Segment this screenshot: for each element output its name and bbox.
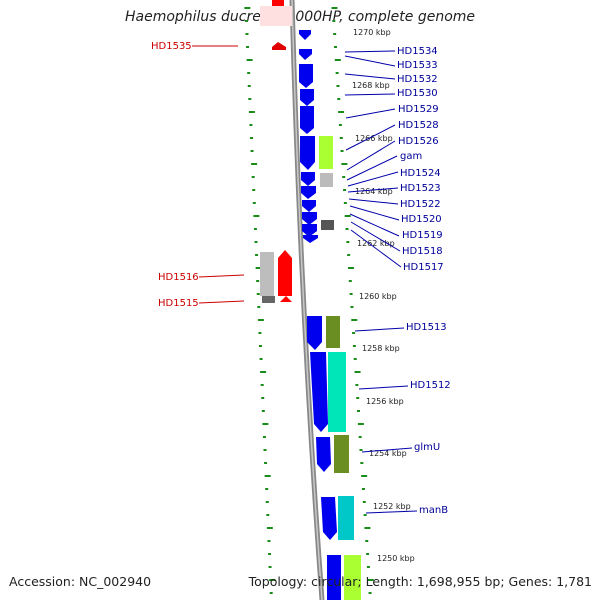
leader-line (349, 205, 400, 221)
gene-hd1524[interactable] (301, 172, 315, 186)
tick-label: 1252 kbp (373, 502, 411, 511)
tick-label: 1254 kbp (369, 449, 407, 458)
gene-hd1534[interactable] (299, 30, 311, 40)
right-gene-labels: HD1534 HD1533 HD1532 HD1530 HD1529 HD152… (397, 46, 451, 516)
gene-hd1515-grey[interactable] (262, 296, 275, 303)
genome-stats-text: Topology: circular; Length: 1,698,955 bp… (248, 574, 592, 589)
leader-line (347, 171, 399, 187)
forward-strand-genes (260, 0, 292, 303)
leader-line (354, 327, 405, 332)
leader-line (349, 213, 400, 237)
leader-line (198, 300, 245, 304)
gene-hd1516-grey[interactable] (260, 252, 274, 296)
gene-label-hd1526[interactable]: HD1526 (398, 136, 439, 147)
leader-line (345, 108, 396, 119)
gene-label-hd1519[interactable]: HD1519 (402, 230, 443, 241)
tick-label: 1256 kbp (366, 397, 404, 406)
gene-label-hd1512[interactable]: HD1512 (410, 380, 451, 391)
gene-hd1513-blue[interactable] (307, 316, 322, 350)
gene-hd1522[interactable] (302, 200, 316, 212)
map-title: Haemophilus ducreyi 35000HP, complete ge… (124, 9, 476, 25)
gene-label-hd1518[interactable]: HD1518 (402, 246, 443, 257)
genome-backbone-highlight (291, 0, 323, 600)
tick-label: 1262 kbp (357, 239, 395, 248)
leader-line (358, 385, 409, 390)
gene-label-hd1520[interactable]: HD1520 (401, 214, 442, 225)
leader-line (346, 140, 396, 171)
gene-top-ghost[interactable] (260, 6, 292, 26)
scale-tick-labels: 1270 kbp 1268 kbp 1266 kbp 1264 kbp 1262… (352, 28, 415, 563)
right-leader-lines (344, 50, 418, 514)
gene-hd1512-blue[interactable] (310, 352, 328, 432)
gene-hd1523[interactable] (301, 186, 316, 199)
gene-glmu-blue[interactable] (316, 437, 331, 472)
gene-hd1526[interactable] (319, 136, 333, 169)
tick-label: 1260 kbp (359, 292, 397, 301)
reverse-strand-genes (299, 30, 361, 600)
left-gene-labels (192, 45, 245, 304)
gene-hd1528[interactable] (300, 136, 315, 170)
leader-line (346, 155, 398, 181)
gene-label-gam[interactable]: gam (400, 151, 422, 162)
gene-label-hd1516[interactable]: HD1516 (158, 272, 199, 283)
tick-label: 1268 kbp (352, 81, 390, 90)
leader-line (350, 229, 402, 268)
leader-line (350, 221, 401, 252)
gene-label-hd1528[interactable]: HD1528 (398, 120, 439, 131)
gene-hd1513[interactable] (326, 316, 340, 348)
gene-hd1535[interactable] (272, 42, 286, 50)
leader-line (344, 73, 396, 80)
gene-hd1532[interactable] (299, 64, 313, 88)
gene-bottom-blue[interactable] (327, 555, 341, 600)
leader-line (347, 187, 399, 193)
gene-hd1520[interactable] (302, 212, 317, 225)
leader-line (365, 510, 418, 514)
leader-line (344, 93, 396, 96)
gene-glmu[interactable] (334, 435, 349, 473)
gene-label-hd1535[interactable]: HD1535 (151, 41, 192, 52)
gene-label-hd1517[interactable]: HD1517 (403, 262, 444, 273)
leader-line (348, 198, 399, 205)
accession-text: Accession: NC_002940 (9, 574, 152, 589)
gene-label-hd1515[interactable]: HD1515 (158, 298, 199, 309)
tick-label: 1264 kbp (355, 187, 393, 196)
leader-line (344, 55, 396, 67)
gene-hd1515[interactable] (280, 296, 292, 302)
gene-hd1517[interactable] (303, 235, 318, 243)
leader-line (344, 50, 396, 53)
gene-hd1533[interactable] (299, 49, 312, 60)
gene-label-glmu[interactable]: glmU (414, 442, 440, 453)
gene-manb[interactable] (338, 496, 354, 540)
gene-hd1530[interactable] (300, 89, 314, 106)
gene-hd1516[interactable] (278, 250, 292, 296)
leader-line (198, 274, 245, 278)
gene-manb-blue[interactable] (321, 497, 337, 540)
gene-label-hd1533[interactable]: HD1533 (397, 60, 438, 71)
gene-label-hd1530[interactable]: HD1530 (397, 88, 438, 99)
tick-label: 1266 kbp (355, 134, 393, 143)
gene-hd1518[interactable] (302, 224, 317, 237)
tick-label: 1258 kbp (362, 344, 400, 353)
gene-label-hd1524[interactable]: HD1524 (400, 168, 441, 179)
tick-label: 1270 kbp (353, 28, 391, 37)
gene-label-hd1534[interactable]: HD1534 (397, 46, 438, 57)
gene-hd1519[interactable] (321, 220, 334, 230)
gene-hd1512[interactable] (328, 352, 346, 432)
tick-label: 1250 kbp (377, 554, 415, 563)
gene-hd1529[interactable] (300, 106, 314, 134)
gene-label-hd1522[interactable]: HD1522 (400, 199, 441, 210)
leader-line (345, 124, 396, 151)
gene-gam[interactable] (320, 173, 333, 187)
gene-hd1536-top[interactable] (272, 0, 284, 6)
gene-bottom-lime[interactable] (344, 555, 361, 600)
gene-label-hd1529[interactable]: HD1529 (398, 104, 439, 115)
ruler-tracks (244, 7, 374, 594)
leader-line (361, 447, 413, 453)
gene-label-hd1523[interactable]: HD1523 (400, 183, 441, 194)
gene-label-hd1532[interactable]: HD1532 (397, 74, 438, 85)
gene-label-hd1513[interactable]: HD1513 (406, 322, 447, 333)
gene-label-manb[interactable]: manB (419, 505, 448, 516)
